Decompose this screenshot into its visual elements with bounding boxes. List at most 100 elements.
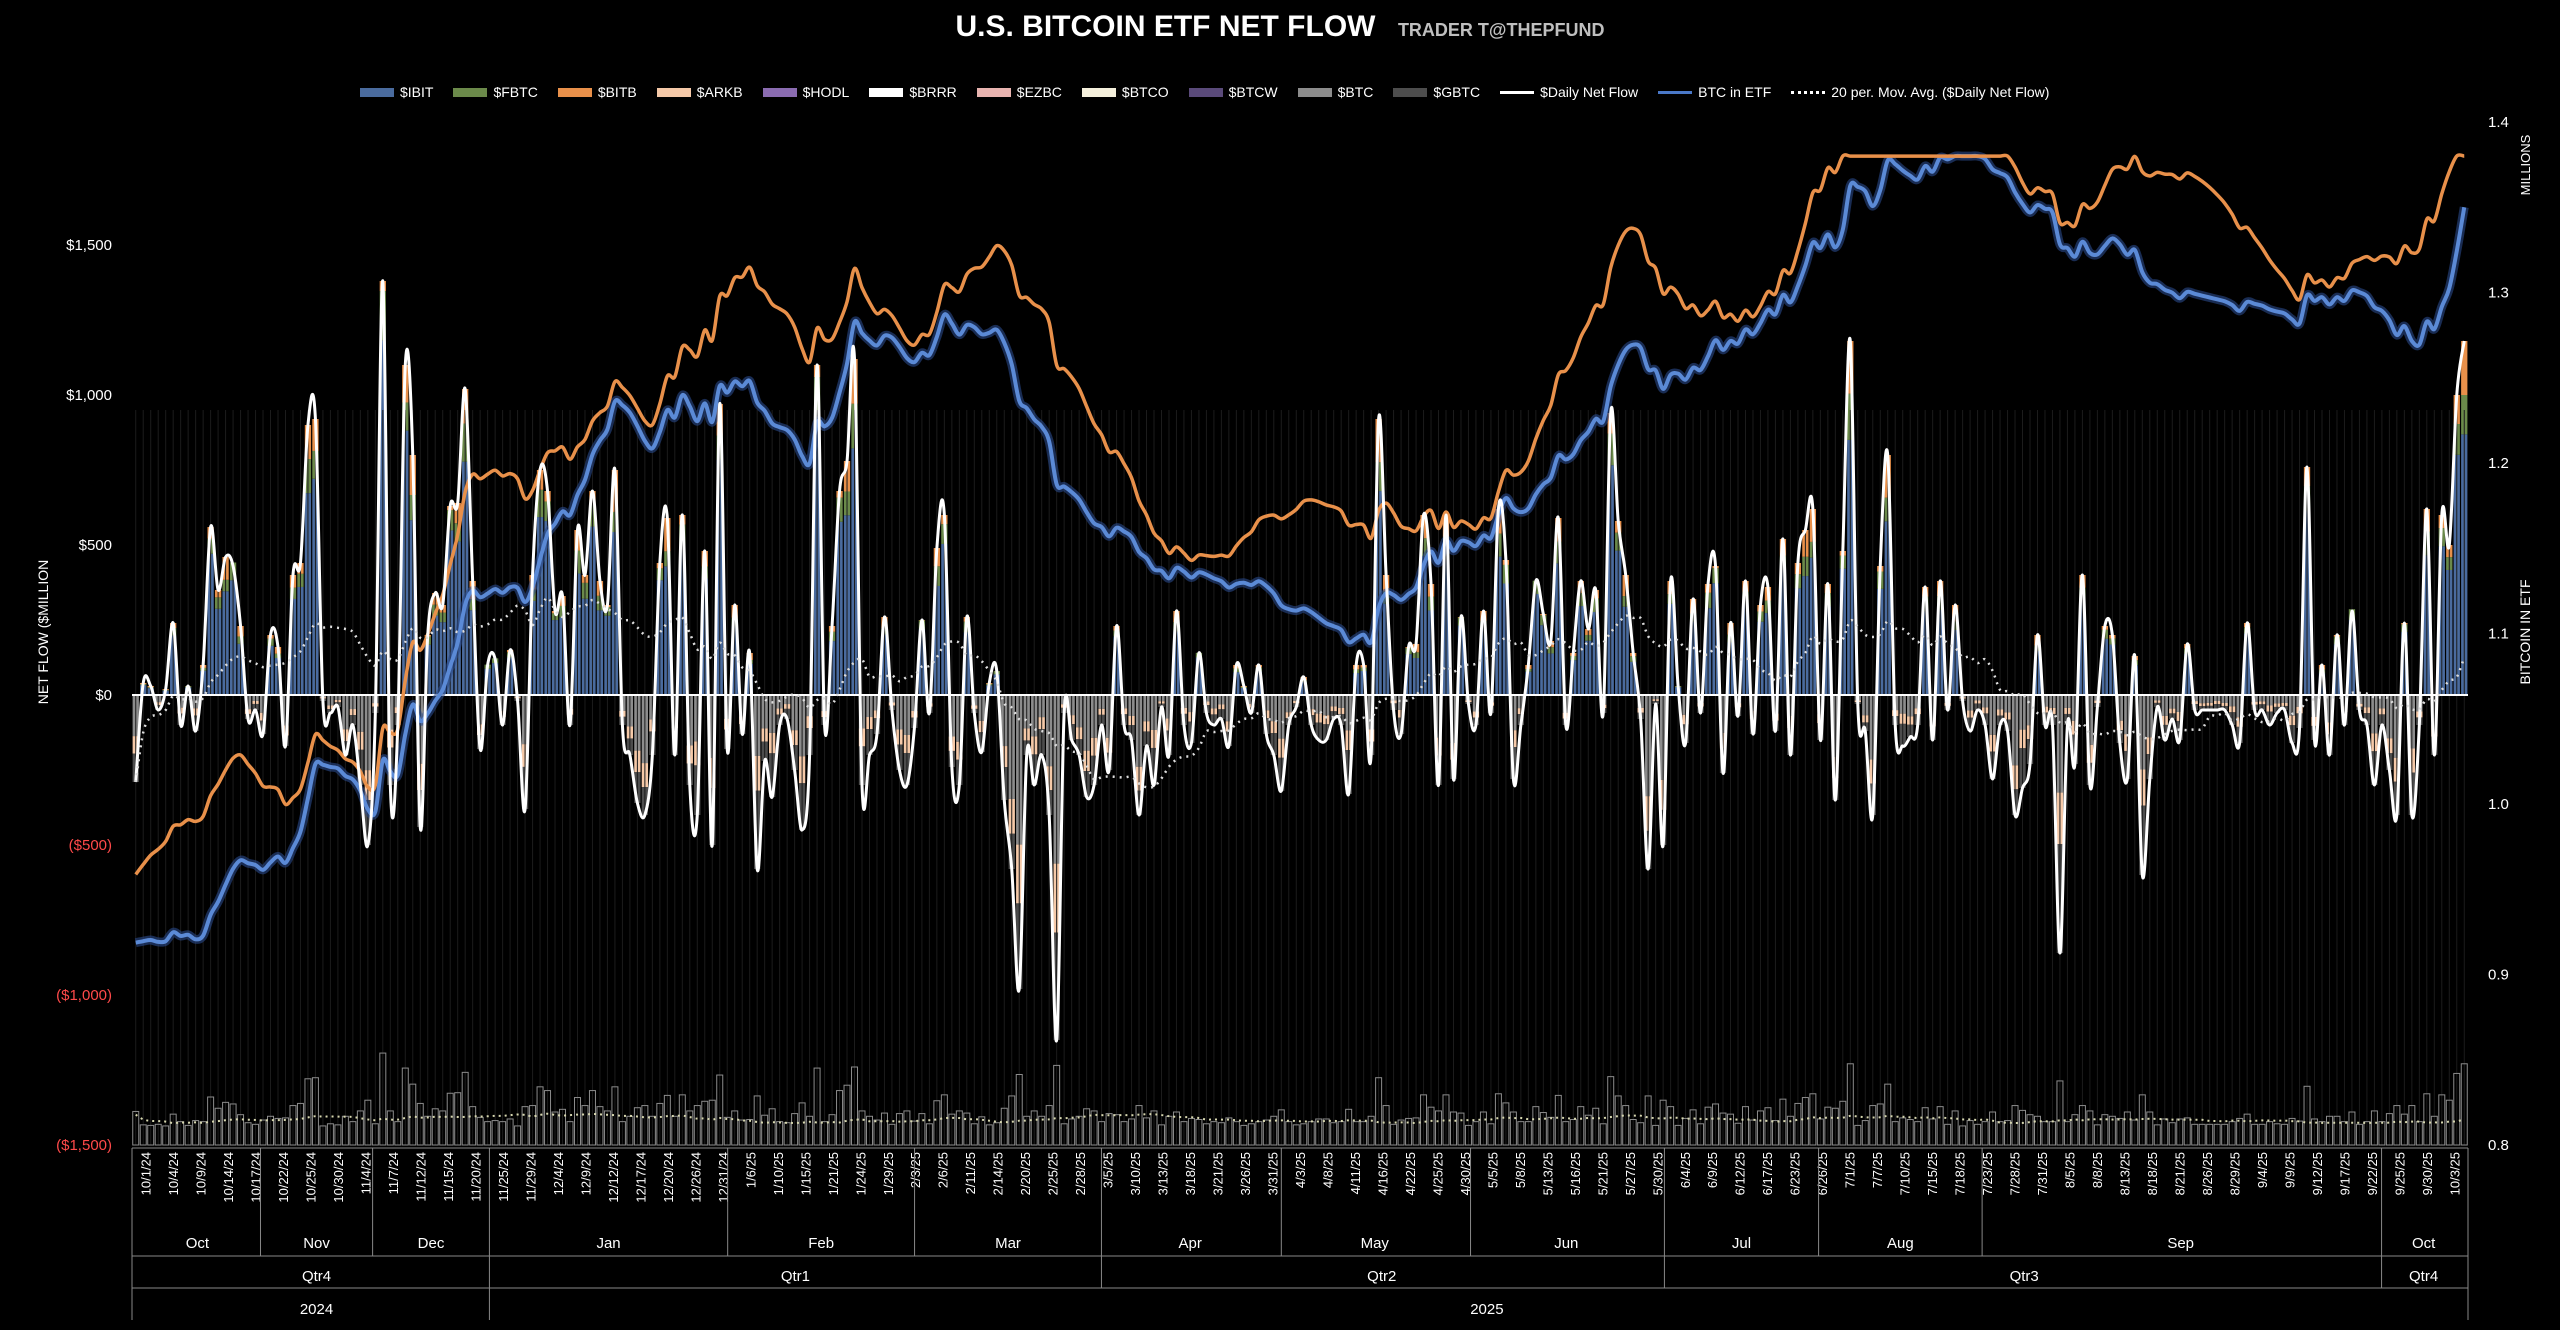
volume-bar	[2258, 1123, 2266, 1146]
volume-bar	[394, 1121, 402, 1146]
volume-bar	[880, 1112, 888, 1146]
legend-swatch	[1500, 90, 1535, 94]
volume-bar	[521, 1106, 529, 1146]
volume-bar	[379, 1052, 387, 1146]
volume-bar	[1569, 1119, 1577, 1146]
volume-bar	[1921, 1107, 1929, 1146]
volume-bar	[259, 1119, 267, 1146]
volume-bar	[1075, 1115, 1083, 1146]
legend-item-3: $ARKB	[656, 84, 743, 100]
legend-label: $BTCO	[1121, 84, 1169, 100]
x-date-label: 2/14/25	[991, 1152, 1006, 1195]
legend-item-0: $IBIT	[360, 84, 433, 100]
bar-bitb	[2461, 341, 2468, 395]
volume-bar	[2438, 1094, 2446, 1146]
x-date-label: 9/22/25	[2365, 1152, 2380, 1195]
volume-bar	[2146, 1111, 2154, 1146]
volume-bar	[2198, 1123, 2206, 1146]
volume-bar	[603, 1110, 611, 1146]
volume-bar	[746, 1119, 754, 1146]
volume-bar	[2033, 1115, 2041, 1146]
volume-bar	[903, 1110, 911, 1146]
volume-bar	[1292, 1124, 1300, 1146]
legend-label: $HODL	[802, 84, 850, 100]
volume-bar	[2303, 1085, 2311, 1146]
volume-bar	[2288, 1117, 2296, 1146]
volume-bar	[865, 1115, 873, 1146]
volume-bar	[1479, 1111, 1487, 1146]
volume-bar	[1592, 1107, 1600, 1146]
x-date-label: 7/1/25	[1843, 1152, 1858, 1188]
x-date-label: 11/20/24	[469, 1152, 484, 1202]
volume-bar	[2138, 1094, 2146, 1146]
y-right-tick: 1.4	[2488, 114, 2509, 131]
volume-bar	[2460, 1063, 2468, 1146]
volume-bar	[1487, 1123, 1495, 1146]
year-label: 2024	[300, 1301, 333, 1318]
volume-bar	[985, 1124, 993, 1146]
volume-bar	[2453, 1072, 2461, 1146]
volume-bar	[147, 1124, 155, 1146]
x-date-label: 8/18/25	[2145, 1152, 2160, 1195]
month-label: May	[1361, 1235, 1390, 1252]
legend-swatch	[1393, 87, 1428, 97]
volume-bar	[1831, 1107, 1839, 1146]
volume-bar	[1023, 1115, 1031, 1146]
x-date-label: 10/1/24	[139, 1152, 154, 1195]
x-date-label: 1/15/25	[798, 1152, 813, 1195]
volume-bar	[1000, 1107, 1008, 1146]
volume-bar	[1180, 1121, 1188, 1146]
volume-bar	[1217, 1122, 1225, 1146]
volume-bar	[229, 1103, 237, 1146]
volume-bar	[955, 1110, 963, 1146]
x-date-label: 9/25/25	[2392, 1152, 2407, 1195]
x-date-label: 9/9/25	[2282, 1152, 2297, 1188]
x-date-label: 9/30/25	[2420, 1152, 2435, 1195]
x-date-label: 8/13/25	[2117, 1152, 2132, 1195]
volume-bar	[791, 1113, 799, 1146]
legend-swatch	[1297, 87, 1332, 97]
legend-item-5: $BRRR	[869, 84, 957, 100]
x-date-label: 2/11/25	[963, 1152, 978, 1194]
volume-bar	[671, 1115, 679, 1146]
volume-bar	[1756, 1110, 1764, 1146]
volume-bar	[2363, 1121, 2371, 1146]
legend-label: $ARKB	[696, 84, 743, 100]
volume-bar	[1839, 1100, 1847, 1146]
volume-bar	[573, 1097, 581, 1146]
volume-bar	[1449, 1111, 1457, 1146]
volume-bar	[2153, 1124, 2161, 1146]
volume-bar	[1420, 1094, 1428, 1146]
x-date-label: 1/6/25	[743, 1152, 758, 1188]
y-left-tick: $1,500	[66, 237, 112, 254]
volume-bar	[1704, 1106, 1712, 1146]
volume-bar	[559, 1108, 567, 1146]
x-date-label: 8/26/25	[2200, 1152, 2215, 1195]
x-date-label: 2/20/25	[1018, 1152, 1033, 1195]
legend-swatch	[360, 87, 394, 97]
legend-swatch	[453, 87, 488, 97]
legend-swatch	[762, 87, 797, 97]
x-date-label: 3/31/25	[1266, 1152, 1281, 1195]
x-date-label: 1/21/25	[826, 1152, 841, 1195]
volume-bar	[1809, 1093, 1817, 1146]
volume-bar	[1562, 1121, 1570, 1146]
volume-bar	[409, 1083, 417, 1146]
legend-swatch	[557, 87, 592, 97]
legend-label: $BRRR	[909, 84, 957, 100]
x-date-label: 10/30/24	[331, 1152, 346, 1203]
volume-bar	[1906, 1119, 1914, 1146]
volume-bar	[701, 1100, 709, 1146]
volume-bar	[1330, 1122, 1338, 1146]
x-date-label: 10/22/24	[276, 1152, 291, 1203]
volume-bar	[514, 1125, 522, 1146]
volume-bar	[439, 1110, 447, 1146]
volume-bar	[656, 1102, 664, 1146]
volume-bar	[274, 1117, 282, 1146]
volume-bar	[2123, 1111, 2131, 1146]
volume-bar	[416, 1102, 424, 1146]
volume-bar	[843, 1084, 851, 1146]
x-date-label: 10/25/24	[304, 1152, 319, 1203]
volume-bar	[618, 1121, 626, 1146]
volume-bar	[1607, 1076, 1615, 1146]
